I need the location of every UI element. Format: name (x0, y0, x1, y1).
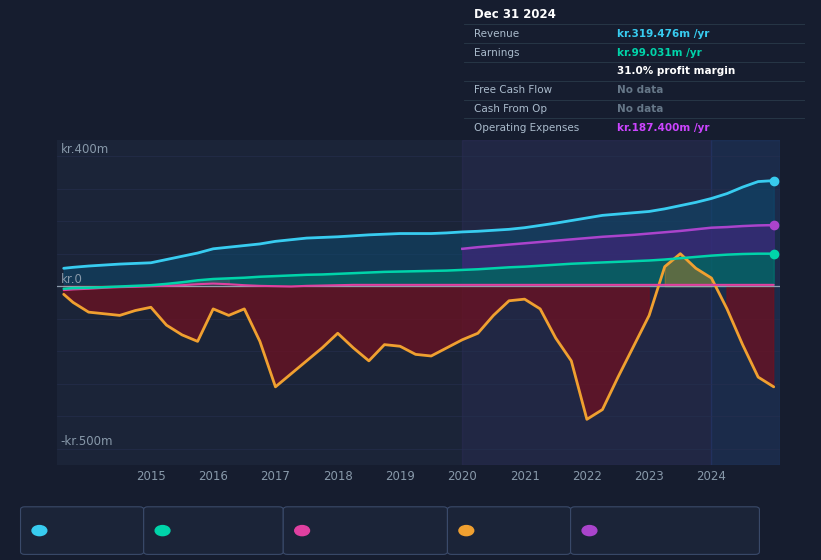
Text: -kr.500m: -kr.500m (61, 435, 113, 448)
Text: No data: No data (617, 85, 663, 95)
Text: Revenue: Revenue (474, 29, 519, 39)
Text: Cash From Op: Cash From Op (479, 526, 557, 535)
Text: No data: No data (617, 104, 663, 114)
Text: Operating Expenses: Operating Expenses (474, 123, 580, 133)
Bar (712, 140, 780, 465)
Text: kr.319.476m /yr: kr.319.476m /yr (617, 29, 709, 39)
Text: Earnings: Earnings (474, 48, 520, 58)
Text: kr.0: kr.0 (61, 273, 82, 286)
Bar (462, 140, 712, 465)
Text: Operating Expenses: Operating Expenses (602, 526, 714, 535)
Text: Cash From Op: Cash From Op (474, 104, 547, 114)
Text: Earnings: Earnings (175, 526, 223, 535)
Text: kr.99.031m /yr: kr.99.031m /yr (617, 48, 702, 58)
Text: kr.187.400m /yr: kr.187.400m /yr (617, 123, 709, 133)
Text: 31.0% profit margin: 31.0% profit margin (617, 67, 736, 76)
Text: kr.400m: kr.400m (61, 143, 109, 156)
Text: Free Cash Flow: Free Cash Flow (314, 526, 398, 535)
Text: Revenue: Revenue (52, 526, 100, 535)
Text: Dec 31 2024: Dec 31 2024 (474, 8, 556, 21)
Text: Free Cash Flow: Free Cash Flow (474, 85, 553, 95)
